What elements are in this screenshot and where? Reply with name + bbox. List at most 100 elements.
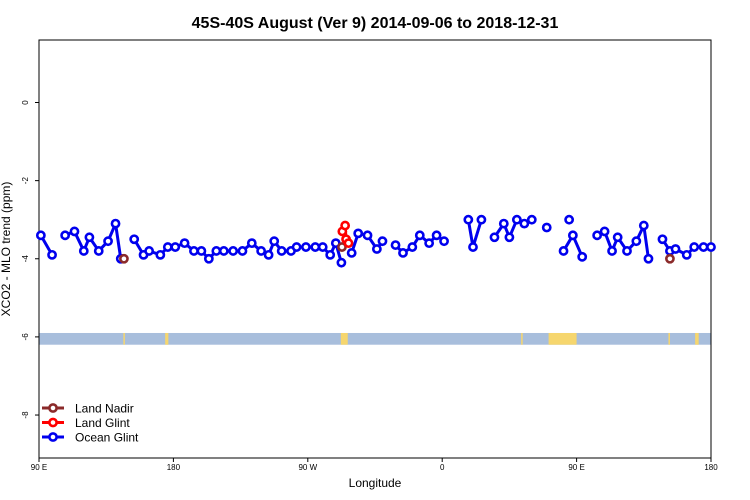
legend-label: Land Nadir [75, 402, 134, 416]
data-point [336, 257, 347, 268]
data-point [155, 249, 166, 260]
data-point [269, 236, 280, 247]
y-axis: 0 -2 -4 -6 -8 [21, 100, 39, 419]
legend-label: Ocean Glint [75, 431, 139, 445]
data-point [110, 218, 121, 229]
data-point [377, 236, 388, 247]
data-point [203, 253, 214, 264]
data-point [325, 249, 336, 260]
y-axis-label: XCO2 - MLO trend (ppm) [0, 182, 13, 317]
data-point [129, 234, 140, 245]
legend-label: Land Glint [75, 416, 130, 430]
data-point [218, 246, 229, 256]
data-point [670, 244, 681, 254]
data-point [69, 226, 80, 237]
land-segment [695, 332, 699, 345]
land-segment [548, 332, 577, 345]
x-axis: 90 E 180 90 W 0 90 E 180 [31, 458, 718, 472]
data-point [211, 246, 222, 256]
y-tick-label: -4 [21, 255, 30, 263]
data-point [196, 246, 207, 256]
map-strip [39, 332, 711, 345]
data-point [398, 248, 408, 258]
land-segment [340, 332, 348, 345]
data-point [599, 226, 610, 237]
data-point [638, 220, 649, 231]
data-point [489, 232, 500, 243]
data-point [612, 232, 623, 243]
x-tick-label: 180 [167, 463, 181, 472]
data-point [35, 230, 46, 241]
data-point [353, 228, 364, 239]
land-segment [668, 332, 670, 345]
data-point [263, 249, 274, 260]
data-point [541, 222, 552, 233]
x-tick-label: 180 [704, 463, 718, 472]
land-segment [123, 332, 125, 345]
data-point [310, 242, 321, 252]
x-tick-label: 90 W [298, 463, 317, 472]
data-point [592, 230, 603, 241]
data-point [643, 253, 654, 264]
x-axis-label: Longitude [349, 476, 402, 490]
legend-marker [48, 432, 58, 442]
x-tick-label: 0 [440, 463, 445, 472]
series-layer [35, 214, 716, 268]
data-point [228, 246, 239, 256]
data-point [189, 246, 199, 256]
data-point [78, 246, 89, 256]
data-point [276, 246, 287, 256]
data-point [476, 214, 487, 225]
data-point [93, 246, 104, 256]
data-point [371, 244, 382, 254]
data-point [577, 251, 588, 262]
data-point [607, 246, 617, 256]
data-point [498, 218, 509, 229]
data-point [558, 246, 569, 256]
chart-title: 45S-40S August (Ver 9) 2014-09-06 to 201… [192, 15, 559, 32]
data-point [519, 218, 530, 229]
y-tick-label: -6 [21, 333, 30, 341]
data-point [468, 242, 478, 252]
data-point [526, 214, 537, 225]
data-point [237, 246, 248, 256]
y-tick-label: -2 [21, 177, 30, 185]
y-tick-label: 0 [21, 100, 30, 105]
ocean-strip [39, 332, 711, 345]
data-point [317, 242, 328, 252]
data-point [407, 242, 418, 252]
data-point [246, 238, 257, 249]
data-point [424, 238, 435, 249]
data-point [698, 242, 709, 252]
data-point [657, 234, 668, 245]
data-point [170, 242, 181, 252]
data-point [706, 242, 716, 252]
legend-marker [48, 417, 58, 428]
data-point [564, 214, 575, 225]
legend-marker [48, 403, 58, 413]
data-point [390, 240, 401, 250]
data-point [631, 236, 642, 247]
data-point [511, 214, 522, 225]
data-point [681, 249, 692, 260]
data-point [463, 214, 474, 225]
data-point [439, 236, 449, 247]
y-tick-label: -8 [21, 411, 30, 419]
data-point [256, 246, 267, 256]
data-point [431, 230, 442, 241]
data-point [689, 242, 700, 252]
data-point [47, 249, 57, 260]
data-point [179, 238, 190, 249]
data-point [144, 246, 155, 256]
data-point [343, 238, 354, 249]
data-point [665, 253, 675, 264]
data-point [362, 230, 373, 241]
data-point [291, 242, 302, 252]
data-point [301, 242, 311, 252]
x-tick-label: 90 E [568, 463, 584, 472]
data-point [119, 253, 129, 264]
data-point [340, 220, 351, 231]
data-point [414, 230, 425, 241]
